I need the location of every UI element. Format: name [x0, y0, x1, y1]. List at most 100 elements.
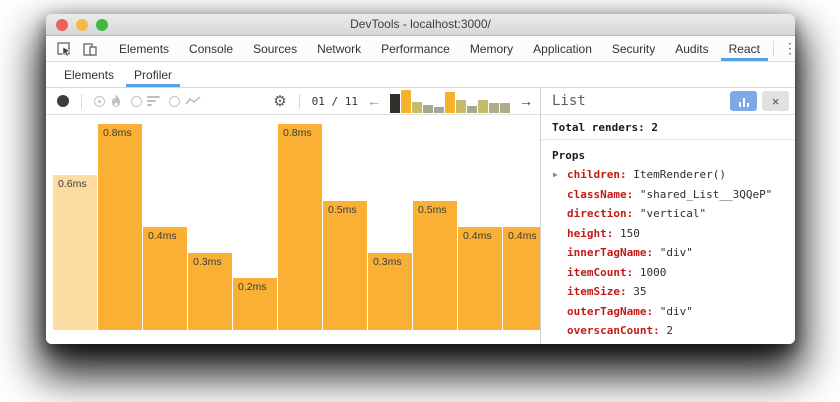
props-section: Props ▶ children: ItemRenderer() className…: [541, 140, 795, 344]
minimap-bar-10[interactable]: [489, 102, 499, 113]
minimap-bar-6[interactable]: [445, 91, 455, 113]
minimap-bar-1[interactable]: [390, 93, 400, 113]
chart-type-flamegraph[interactable]: [94, 94, 122, 108]
tab-memory[interactable]: Memory: [469, 41, 514, 56]
more-options-icon[interactable]: ⋮: [782, 40, 795, 56]
prop-row-itemSize: itemSize: 35: [552, 282, 784, 302]
render-bar-3[interactable]: 0.4ms: [143, 227, 187, 330]
window-title: DevTools - localhost:3000/: [350, 17, 491, 31]
subtab-profiler[interactable]: Profiler: [124, 62, 182, 87]
record-icon[interactable]: [57, 95, 69, 107]
prop-value: 2: [659, 324, 673, 337]
prop-row-children[interactable]: ▶ children: ItemRenderer(): [552, 165, 784, 185]
prop-key: overscanCount:: [567, 324, 660, 337]
titlebar: DevTools - localhost:3000/: [46, 14, 795, 36]
inspect-element-icon[interactable]: [57, 41, 72, 56]
next-snapshot-icon[interactable]: →: [519, 93, 533, 109]
toolbar-separator-2: [298, 93, 300, 109]
minimap-bar-8[interactable]: [467, 105, 477, 113]
tab-performance[interactable]: Performance: [381, 41, 450, 56]
render-bar-6[interactable]: 0.8ms: [278, 124, 322, 330]
kebab-separator: [772, 41, 774, 56]
ranked-radio[interactable]: [131, 95, 142, 107]
render-bar-4[interactable]: 0.3ms: [188, 253, 232, 330]
minimap-bar-11[interactable]: [500, 102, 510, 113]
details-header-buttons: ×: [730, 91, 789, 111]
tab-audits[interactable]: Audits: [675, 41, 709, 56]
prop-key: itemCount:: [567, 265, 634, 279]
minimap-bar-5[interactable]: [434, 106, 444, 113]
minimap-bar-3[interactable]: [412, 101, 422, 113]
subtab-elements[interactable]: Elements: [64, 67, 115, 82]
tab-console[interactable]: Console: [189, 41, 234, 56]
render-bar-5[interactable]: 0.2ms: [233, 278, 277, 330]
previous-snapshot-icon[interactable]: ←: [367, 93, 381, 109]
prop-key: height:: [567, 226, 614, 240]
details-header: List ×: [541, 88, 795, 115]
prop-key: direction:: [567, 207, 634, 220]
profiler-bar-chart: 0.6ms 0.8ms 0.4ms 0.3ms 0.2ms 0.8ms 0.5ms 0.3ms…: [53, 124, 540, 330]
render-bar-10[interactable]: 0.4ms: [458, 227, 502, 330]
render-bar-11[interactable]: 0.4ms: [503, 227, 540, 330]
prop-row-height: height: 150: [552, 224, 784, 244]
prop-key: useIsScrolling:: [567, 344, 666, 345]
close-window-button[interactable]: [56, 19, 68, 31]
interactions-chart-icon: [185, 96, 201, 106]
minimap-bar-9[interactable]: [478, 99, 488, 113]
chart-type-ranked[interactable]: [131, 95, 160, 107]
minimap-bar-2[interactable]: [401, 89, 411, 113]
device-toolbar-icon[interactable]: [83, 42, 97, 56]
prop-value: false: [666, 344, 706, 345]
prop-value: 150: [613, 226, 640, 240]
react-panel-tabbar: Elements Profiler: [46, 62, 795, 88]
chart-type-interactions[interactable]: [169, 95, 201, 107]
component-details-panel: List × Total renders: 2 Props ▶ children:…: [540, 88, 795, 344]
close-details-button[interactable]: ×: [762, 91, 789, 111]
props-list: ▶ children: ItemRenderer() className: "sha…: [552, 165, 784, 344]
profiler-left-pane: ⚙ 01 / 11 ← → 0.6ms 0.8ms 0.4ms 0.3ms 0.2ms 0…: [46, 88, 540, 344]
fullscreen-window-button[interactable]: [96, 19, 108, 31]
prop-value: "div": [653, 246, 693, 259]
tabbar-right: ⋮: [770, 36, 795, 61]
prop-value: "shared_List__3QQeP": [633, 187, 773, 201]
prop-row-overscanCount: overscanCount: 2: [552, 321, 784, 341]
prop-row-direction: direction: "vertical": [552, 204, 784, 224]
prop-key: outerTagName:: [567, 304, 654, 318]
total-renders-label: Total renders:: [552, 121, 645, 134]
minimize-window-button[interactable]: [76, 19, 88, 31]
prop-key: itemSize:: [567, 285, 627, 298]
tab-react[interactable]: React: [719, 36, 770, 61]
prop-row-itemCount: itemCount: 1000: [552, 263, 784, 283]
render-bar-8[interactable]: 0.3ms: [368, 253, 412, 330]
prop-row-className: className: "shared_List__3QQeP": [552, 185, 784, 205]
flamegraph-radio[interactable]: [94, 95, 105, 107]
minimap-bar-7[interactable]: [456, 99, 466, 113]
settings-gear-icon[interactable]: ⚙: [273, 92, 287, 110]
minimap-bar-4[interactable]: [423, 104, 433, 113]
prop-row-outerTagName: outerTagName: "div": [552, 302, 784, 322]
render-bar-9[interactable]: 0.5ms: [413, 201, 457, 330]
render-bar-7[interactable]: 0.5ms: [323, 201, 367, 330]
render-bar-1[interactable]: 0.6ms: [53, 175, 97, 330]
devtools-window: DevTools - localhost:3000/ Elements Conso…: [46, 14, 795, 344]
tab-security[interactable]: Security: [611, 41, 656, 56]
prop-row-useIsScrolling: useIsScrolling: false: [552, 341, 784, 345]
prop-value: ItemRenderer(): [626, 168, 726, 181]
prop-value: 35: [626, 285, 647, 298]
ranked-bars-icon: [147, 96, 160, 106]
expand-arrow-icon[interactable]: ▶: [553, 170, 558, 179]
prop-value: 1000: [633, 265, 667, 279]
render-chart-toggle-button[interactable]: [730, 91, 757, 111]
interactions-radio[interactable]: [169, 95, 180, 107]
devtools-tabbar: Elements Console Sources Network Performance…: [46, 36, 795, 62]
tab-elements[interactable]: Elements: [119, 41, 170, 56]
snapshot-counter: 01 / 11: [311, 94, 358, 108]
render-bar-2[interactable]: 0.8ms: [98, 124, 142, 330]
tab-application[interactable]: Application: [533, 41, 592, 56]
tab-sources[interactable]: Sources: [253, 41, 298, 56]
total-renders-row: Total renders: 2: [541, 115, 795, 140]
snapshot-minimap[interactable]: [390, 89, 510, 113]
tab-network[interactable]: Network: [317, 41, 362, 56]
flame-icon: [110, 94, 122, 108]
traffic-lights: [56, 19, 108, 31]
